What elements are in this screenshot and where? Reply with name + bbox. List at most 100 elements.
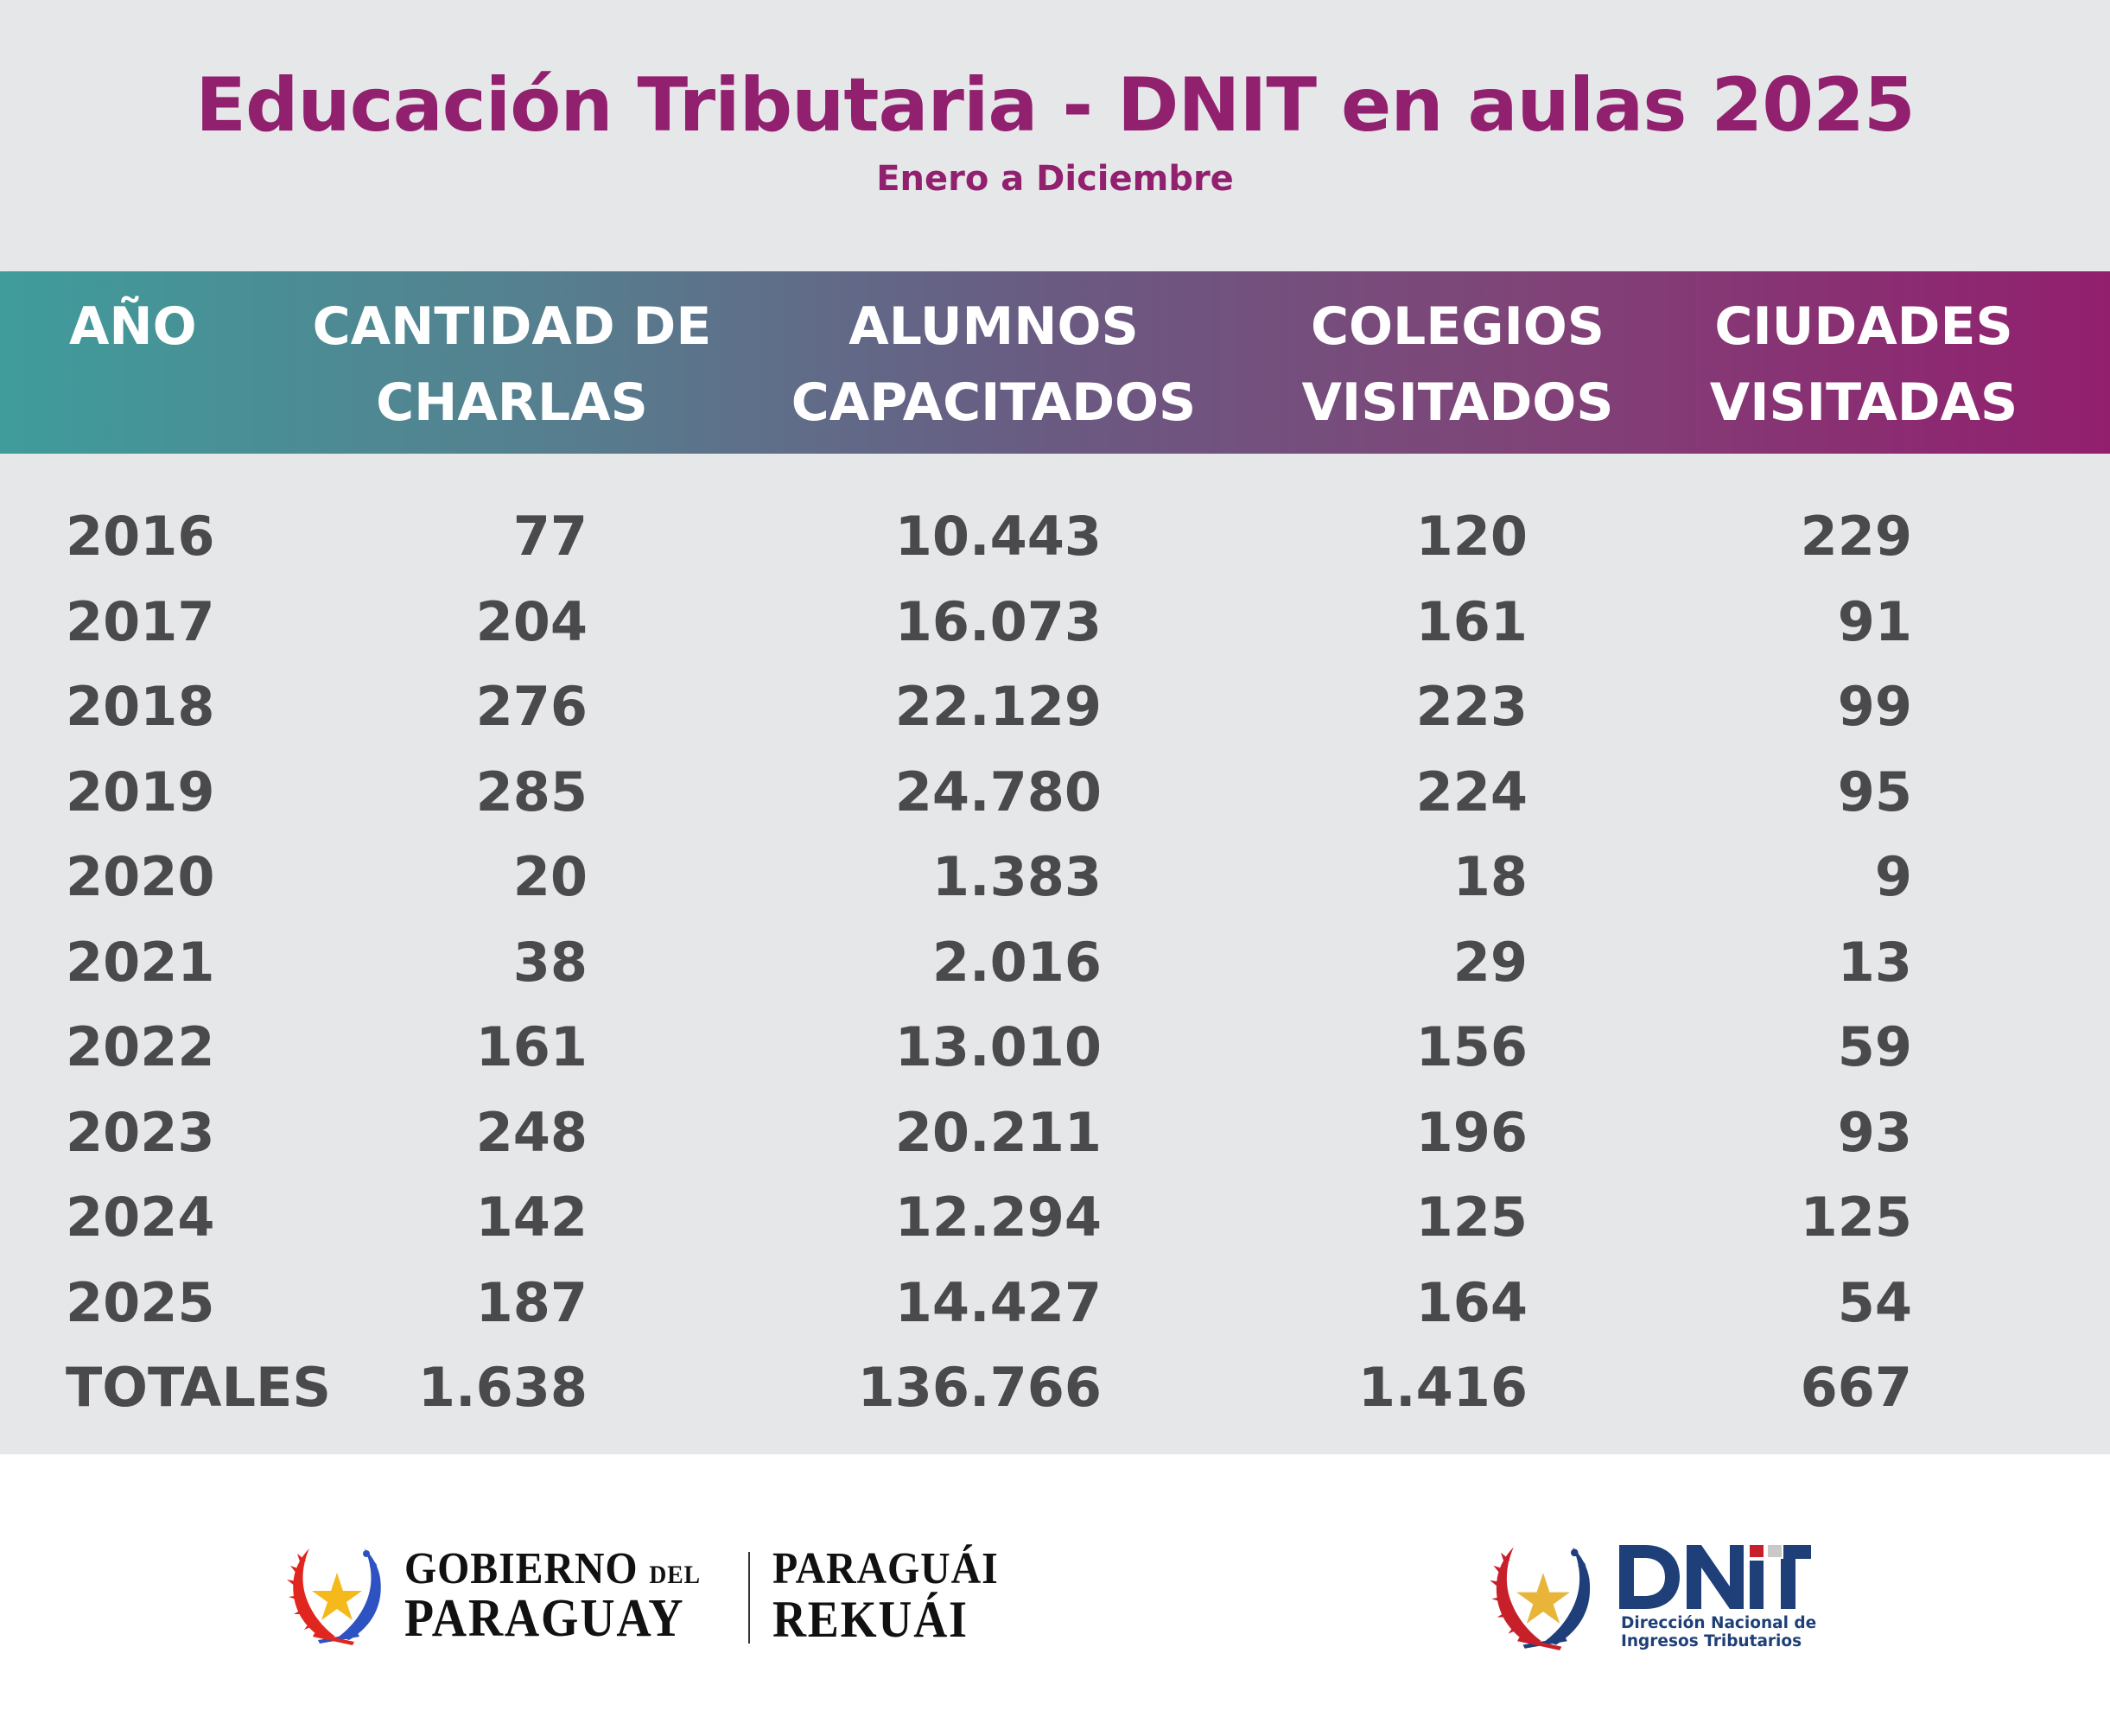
cell-ciudades: 91 xyxy=(1837,589,1912,653)
cell-year: 2018 xyxy=(66,675,215,738)
table-row: 2019 285 24.780 224 95 xyxy=(0,750,2110,836)
column-header-line: VISITADAS xyxy=(1709,372,2018,433)
table-body: 2016 77 10.443 120 229 2017 204 16.073 161 91 2018… xyxy=(0,494,2110,1431)
cell-year: TOTALES xyxy=(66,1356,331,1419)
cell-ciudades: 667 xyxy=(1800,1356,1912,1419)
dnit-wordmark xyxy=(1619,1545,1811,1609)
table-row: 2024 142 12.294 125 125 xyxy=(0,1175,2110,1261)
table-row: 2021 38 2.016 29 13 xyxy=(0,920,2110,1006)
table-row: 2020 20 1.383 18 9 xyxy=(0,835,2110,920)
cell-colegios: 120 xyxy=(1415,505,1528,568)
cell-colegios: 29 xyxy=(1452,930,1528,994)
cell-ciudades: 54 xyxy=(1837,1270,1912,1334)
cell-charlas: 1.638 xyxy=(417,1356,588,1419)
dnit-subtitle: Dirección Nacional de Ingresos Tributari… xyxy=(1621,1614,1816,1650)
paraguay-coat-of-arms-icon xyxy=(287,1548,381,1645)
table-row: 2022 161 13.010 156 59 xyxy=(0,1005,2110,1091)
column-header-alumnos: ALUMNOS CAPACITADOS xyxy=(760,271,1227,454)
cell-colegios: 18 xyxy=(1452,845,1528,908)
cell-year: 2017 xyxy=(66,589,215,653)
column-header-line: ALUMNOS xyxy=(848,296,1139,357)
cell-colegios: 156 xyxy=(1415,1015,1528,1078)
cell-year: 2024 xyxy=(66,1186,215,1249)
column-header-line: COLEGIOS xyxy=(1310,296,1605,357)
cell-ciudades: 99 xyxy=(1837,675,1912,738)
cell-year: 2022 xyxy=(66,1015,215,1078)
gobierno-word: GOBIERNO xyxy=(404,1544,639,1593)
cell-alumnos: 14.427 xyxy=(894,1270,1102,1334)
cell-colegios: 1.416 xyxy=(1357,1356,1528,1419)
table-row: 2018 276 22.129 223 99 xyxy=(0,665,2110,750)
cell-year: 2025 xyxy=(66,1270,215,1334)
dnit-subtitle-line2: Ingresos Tributarios xyxy=(1621,1632,1802,1650)
cell-year: 2016 xyxy=(66,505,215,568)
table-row: 2016 77 10.443 120 229 xyxy=(0,494,2110,580)
cell-colegios: 224 xyxy=(1415,760,1528,823)
slogan-line1: PARAGUÁI xyxy=(772,1544,999,1593)
paraguay-coat-of-arms-icon xyxy=(1490,1547,1591,1650)
cell-alumnos: 1.383 xyxy=(931,845,1102,908)
cell-alumnos: 16.073 xyxy=(894,589,1102,653)
gobierno-paraguay-logo: GOBIERNO DEL PARAGUAY PARAGUÁI REKUÁI xyxy=(283,1543,1026,1647)
cell-alumnos: 22.129 xyxy=(894,675,1102,738)
slogan-line2: REKUÁI xyxy=(772,1591,969,1648)
dnit-subtitle-line1: Dirección Nacional de xyxy=(1621,1614,1817,1632)
column-header-line: AÑO xyxy=(69,296,197,357)
cell-charlas: 142 xyxy=(475,1186,588,1249)
cell-charlas: 285 xyxy=(475,760,588,823)
cell-charlas: 276 xyxy=(475,675,588,738)
table-row: 2025 187 14.427 164 54 xyxy=(0,1261,2110,1346)
cell-ciudades: 125 xyxy=(1800,1186,1912,1249)
cell-ciudades: 13 xyxy=(1837,930,1912,994)
cell-ciudades: 59 xyxy=(1837,1015,1912,1078)
del-word: DEL xyxy=(649,1561,701,1589)
cell-alumnos: 24.780 xyxy=(894,760,1102,823)
cell-alumnos: 20.211 xyxy=(894,1100,1102,1164)
cell-charlas: 161 xyxy=(475,1015,588,1078)
column-header-line: CANTIDAD DE xyxy=(312,296,712,357)
cell-year: 2021 xyxy=(66,930,215,994)
logo-divider xyxy=(748,1552,750,1644)
cell-alumnos: 10.443 xyxy=(894,505,1102,568)
cell-year: 2020 xyxy=(66,845,215,908)
cell-alumnos: 2.016 xyxy=(931,930,1102,994)
table-header: AÑO CANTIDAD DE CHARLAS ALUMNOS CAPACITA… xyxy=(0,271,2110,454)
cell-charlas: 248 xyxy=(475,1100,588,1164)
cell-alumnos: 12.294 xyxy=(894,1186,1102,1249)
cell-ciudades: 93 xyxy=(1837,1100,1912,1164)
column-header-year: AÑO xyxy=(69,271,207,454)
cell-charlas: 77 xyxy=(512,505,588,568)
paraguay-word: PARAGUAY xyxy=(404,1589,685,1648)
cell-charlas: 20 xyxy=(512,845,588,908)
dnit-logo: Dirección Nacional de Ingresos Tributari… xyxy=(1483,1538,1816,1655)
cell-year: 2019 xyxy=(66,760,215,823)
cell-colegios: 125 xyxy=(1415,1186,1528,1249)
totals-row: TOTALES 1.638 136.766 1.416 667 xyxy=(0,1345,2110,1431)
cell-colegios: 223 xyxy=(1415,675,1528,738)
page-title: Educación Tributaria - DNIT en aulas 202… xyxy=(195,62,1916,149)
cell-charlas: 204 xyxy=(475,589,588,653)
column-header-charlas: CANTIDAD DE CHARLAS xyxy=(294,271,730,454)
cell-charlas: 38 xyxy=(512,930,588,994)
page-subtitle: Enero a Diciembre xyxy=(876,159,1234,199)
content-panel: Educación Tributaria - DNIT en aulas 202… xyxy=(0,0,2110,1454)
gobierno-line1: GOBIERNO DEL xyxy=(404,1545,701,1599)
cell-colegios: 196 xyxy=(1415,1100,1528,1164)
cell-colegios: 164 xyxy=(1415,1270,1528,1334)
table-row: 2023 248 20.211 196 93 xyxy=(0,1091,2110,1176)
cell-alumnos: 136.766 xyxy=(857,1356,1102,1419)
column-header-line: CAPACITADOS xyxy=(791,372,1197,433)
cell-alumnos: 13.010 xyxy=(894,1015,1102,1078)
column-header-line: CHARLAS xyxy=(376,372,648,433)
table-row: 2017 204 16.073 161 91 xyxy=(0,580,2110,665)
cell-ciudades: 95 xyxy=(1837,760,1912,823)
cell-ciudades: 9 xyxy=(1874,845,1912,908)
column-header-line: VISITADOS xyxy=(1301,372,1614,433)
cell-year: 2023 xyxy=(66,1100,215,1164)
column-header-ciudades: CIUDADES VISITADAS xyxy=(1672,271,2056,454)
column-header-colegios: COLEGIOS VISITADOS xyxy=(1279,271,1637,454)
cell-charlas: 187 xyxy=(475,1270,588,1334)
cell-colegios: 161 xyxy=(1415,589,1528,653)
column-header-line: CIUDADES xyxy=(1714,296,2013,357)
cell-ciudades: 229 xyxy=(1800,505,1912,568)
